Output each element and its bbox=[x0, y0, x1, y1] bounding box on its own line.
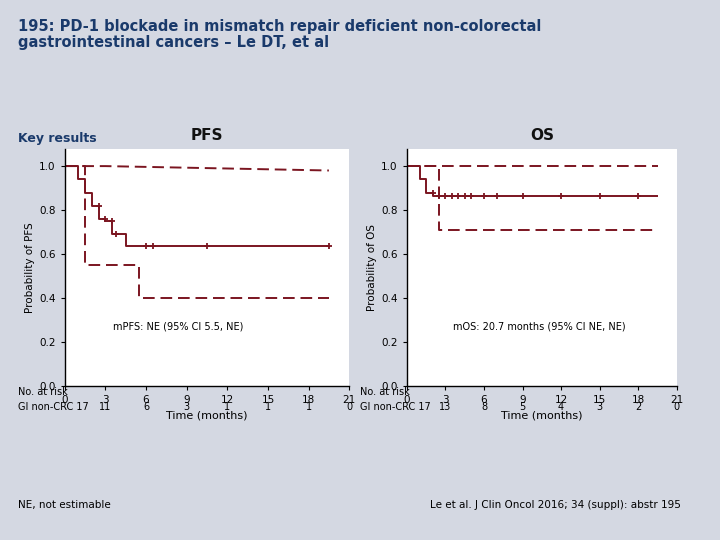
X-axis label: Time (months): Time (months) bbox=[501, 411, 582, 421]
Text: GI non-CRC 17: GI non-CRC 17 bbox=[360, 402, 431, 413]
Text: GI non-CRC 17: GI non-CRC 17 bbox=[18, 402, 89, 413]
Y-axis label: Probability of PFS: Probability of PFS bbox=[25, 222, 35, 313]
Text: 0: 0 bbox=[346, 402, 352, 413]
Text: 13: 13 bbox=[439, 402, 451, 413]
Text: No. at risk: No. at risk bbox=[360, 387, 410, 397]
Text: mOS: 20.7 months (95% CI NE, NE): mOS: 20.7 months (95% CI NE, NE) bbox=[453, 322, 626, 332]
Y-axis label: Probability of OS: Probability of OS bbox=[367, 224, 377, 311]
Text: 11: 11 bbox=[99, 402, 112, 413]
Text: 1: 1 bbox=[224, 402, 230, 413]
Text: mPFS: NE (95% CI 5.5, NE): mPFS: NE (95% CI 5.5, NE) bbox=[113, 322, 243, 332]
Text: 2: 2 bbox=[635, 402, 642, 413]
Title: OS: OS bbox=[530, 128, 554, 143]
Text: gastrointestinal cancers – Le DT, et al: gastrointestinal cancers – Le DT, et al bbox=[18, 35, 329, 50]
Text: 5: 5 bbox=[519, 402, 526, 413]
Text: 1: 1 bbox=[305, 402, 312, 413]
Text: 3: 3 bbox=[597, 402, 603, 413]
Text: 6: 6 bbox=[143, 402, 149, 413]
X-axis label: Time (months): Time (months) bbox=[166, 411, 248, 421]
Text: 1: 1 bbox=[265, 402, 271, 413]
Text: No. at risk: No. at risk bbox=[18, 387, 68, 397]
Text: 3: 3 bbox=[184, 402, 190, 413]
Text: 8: 8 bbox=[481, 402, 487, 413]
Text: Le et al. J Clin Oncol 2016; 34 (suppl): abstr 195: Le et al. J Clin Oncol 2016; 34 (suppl):… bbox=[430, 500, 680, 510]
Title: PFS: PFS bbox=[191, 128, 223, 143]
Text: NE, not estimable: NE, not estimable bbox=[18, 500, 111, 510]
Text: 195: PD-1 blockade in mismatch repair deficient non-colorectal: 195: PD-1 blockade in mismatch repair de… bbox=[18, 19, 541, 34]
Text: Key results: Key results bbox=[18, 132, 96, 145]
Text: 0: 0 bbox=[674, 402, 680, 413]
Text: 4: 4 bbox=[558, 402, 564, 413]
